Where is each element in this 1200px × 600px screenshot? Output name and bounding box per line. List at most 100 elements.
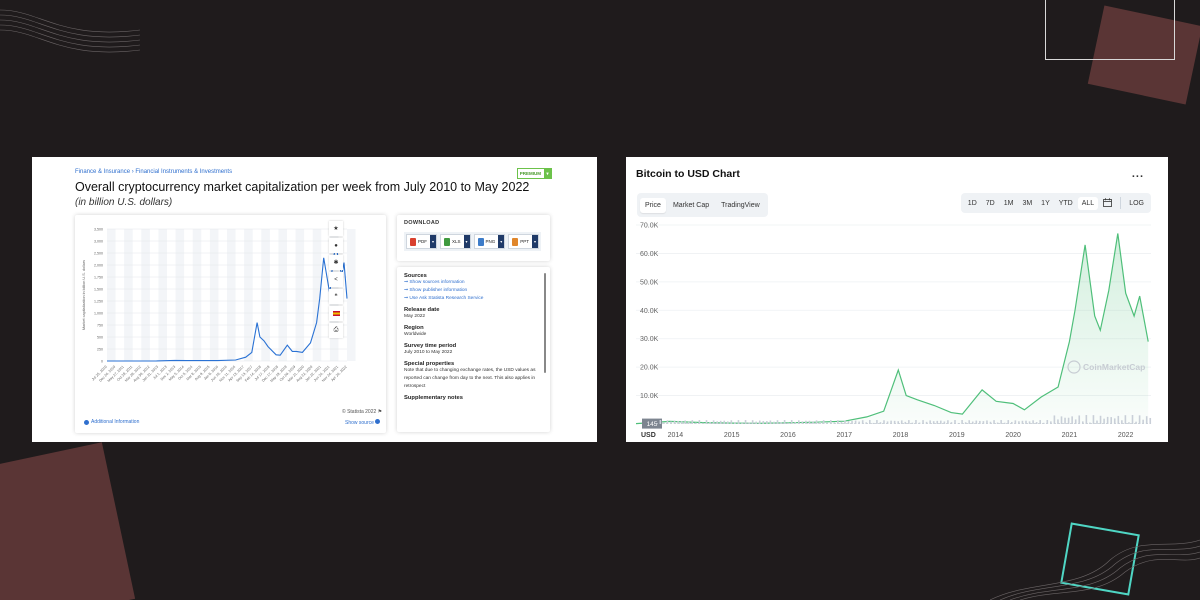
volume-bar <box>687 421 690 424</box>
range-7d[interactable]: 7D <box>985 199 995 207</box>
credit-text: © Statista 2022 <box>342 409 377 415</box>
volume-bar <box>858 421 860 424</box>
more-icon[interactable]: ... <box>1131 168 1144 180</box>
x-tick-label: 2015 <box>724 432 740 439</box>
range-1y[interactable]: 1Y <box>1041 199 1050 207</box>
release-value: May 2022 <box>404 314 426 319</box>
breadcrumb-item[interactable]: Finance & Insurance <box>75 169 131 175</box>
share-icon[interactable]: < <box>329 272 343 287</box>
volume-bar <box>954 420 956 424</box>
y-tick-label: 20.0K <box>640 365 659 372</box>
premium-badge[interactable]: PREMIUM ▾ <box>516 168 552 179</box>
volume-bar <box>996 422 999 424</box>
volume-bar <box>861 420 864 424</box>
statista-credit: © Statista 2022 ⚑ <box>342 409 382 415</box>
range-1m[interactable]: 1M <box>1003 199 1014 207</box>
volume-bar <box>975 420 978 424</box>
volume-bar <box>1089 422 1091 424</box>
volume-bar <box>897 421 899 424</box>
y-tick-label: 40.0K <box>640 308 659 315</box>
statista-chart: 3,500 3,000 2,500 2,000 1,750 1,500 1,250 1,000… <box>82 228 356 383</box>
flag-icon[interactable] <box>329 306 343 321</box>
volume-bar <box>932 421 935 424</box>
volume-bar <box>1085 415 1088 424</box>
download-pdf-button[interactable]: PDF ▾ <box>406 234 437 249</box>
bell-icon[interactable]: ● <box>329 238 343 253</box>
volume-bar <box>982 421 985 424</box>
chart-title: Bitcoin to USD Chart <box>636 168 740 180</box>
volume-bar <box>869 420 871 424</box>
x-tick-label: 2014 <box>668 432 684 439</box>
volume-bar <box>1071 416 1073 424</box>
volume-bar <box>1007 420 1010 424</box>
tab-price[interactable]: Price <box>640 197 666 213</box>
volume-bar <box>744 420 747 424</box>
volume-bar <box>1000 420 1002 424</box>
volume-bar <box>986 420 988 424</box>
download-label: PPT <box>520 239 530 244</box>
source-link[interactable]: ➞ Show publisher information <box>404 288 468 293</box>
source-link-text: Show publisher information <box>409 288 468 293</box>
sources-heading: Sources <box>404 273 427 279</box>
volume-bar <box>716 421 718 424</box>
print-icon[interactable]: ⎙ <box>329 323 343 338</box>
price-area <box>636 233 1149 424</box>
volume-bar <box>1142 419 1144 424</box>
volume-bar <box>801 421 804 424</box>
download-buttons: PDF ▾ XLS ▾ PNG ▾ PPT ▾ <box>404 232 542 251</box>
volume-bar <box>673 420 676 424</box>
source-link[interactable]: ➞ Show sources information <box>404 280 465 285</box>
volume-bar <box>677 420 679 424</box>
tab-market-cap[interactable]: Market Cap <box>672 201 710 209</box>
volume-bar <box>908 420 910 424</box>
breadcrumb-separator: › <box>131 169 134 175</box>
volume-bar <box>719 420 722 424</box>
volume-bar <box>968 420 970 424</box>
additional-info-link[interactable]: Additional Information <box>84 419 139 425</box>
statista-panel: Finance & Insurance › Financial Instrume… <box>32 157 597 442</box>
region-value: Worldwide <box>404 332 427 337</box>
range-3m[interactable]: 3M <box>1022 199 1033 207</box>
volume-bar <box>659 420 662 424</box>
volume-bar <box>769 420 772 424</box>
grid-band <box>209 229 219 361</box>
show-source-link[interactable]: Show source <box>345 419 381 426</box>
breadcrumb-item[interactable]: Financial Instruments & Investments <box>135 169 233 175</box>
volume-bar <box>1149 417 1152 424</box>
range-ytd[interactable]: YTD <box>1058 199 1073 207</box>
premium-label: PREMIUM <box>519 171 541 176</box>
source-link[interactable]: ➞ Use Ask Statista Research Service <box>404 296 484 301</box>
download-png-button[interactable]: PNG ▾ <box>473 234 506 249</box>
range-1d[interactable]: 1D <box>967 199 977 207</box>
volume-bar <box>1124 415 1127 424</box>
y-tick-label: 250 <box>97 348 103 352</box>
divider <box>1120 197 1122 209</box>
volume-bar <box>879 422 882 424</box>
y-tick-label: 500 <box>97 336 103 340</box>
calendar-icon[interactable] <box>1099 195 1116 212</box>
source-link-text: Show sources information <box>409 280 465 285</box>
volume-bar <box>833 422 836 424</box>
volume-bar <box>787 422 789 424</box>
y-tick-label: 0 <box>101 360 103 364</box>
gear-icon[interactable]: ✱ <box>329 255 343 270</box>
star-icon[interactable]: ★ <box>329 221 343 236</box>
volume-bar <box>872 422 875 424</box>
chevron-down-icon: ▾ <box>430 235 436 248</box>
y-tick-label: 50.0K <box>640 279 659 286</box>
volume-bar <box>1106 416 1109 424</box>
log-toggle[interactable]: LOG <box>1129 199 1144 207</box>
scrollbar[interactable] <box>544 273 546 373</box>
volume-bar <box>1060 416 1063 424</box>
volume-bar <box>1035 422 1038 424</box>
decor-bottomright-lines <box>990 539 1200 600</box>
quote-icon[interactable]: ❝ <box>329 289 343 304</box>
volume-bar <box>1074 419 1077 424</box>
download-xls-button[interactable]: XLS ▾ <box>440 234 471 249</box>
volume-bar <box>822 420 825 424</box>
download-ppt-button[interactable]: PPT ▾ <box>508 234 540 249</box>
special-heading: Special properties <box>404 361 455 367</box>
tab-tradingview[interactable]: TradingView <box>721 201 760 209</box>
range-all[interactable]: ALL <box>1077 196 1099 210</box>
page-title: Overall cryptocurrency market capitaliza… <box>75 180 530 194</box>
